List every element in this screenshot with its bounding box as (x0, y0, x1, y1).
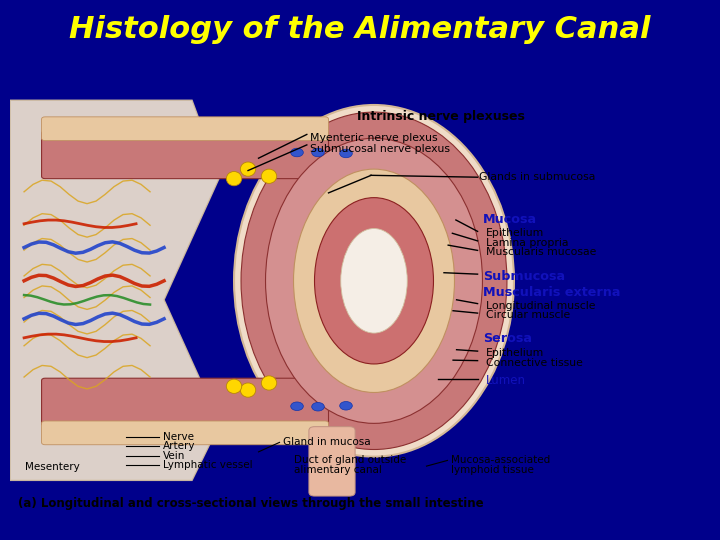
Text: Mucosa: Mucosa (483, 213, 537, 226)
Text: Nerve: Nerve (163, 431, 194, 442)
Circle shape (340, 402, 352, 410)
Text: Longitudinal muscle: Longitudinal muscle (486, 301, 595, 310)
Text: Duct of gland outside: Duct of gland outside (294, 455, 406, 465)
Ellipse shape (315, 198, 433, 364)
Ellipse shape (294, 169, 454, 393)
Text: Muscularis mucosae: Muscularis mucosae (486, 247, 596, 257)
Text: Epithelium: Epithelium (486, 228, 544, 238)
Circle shape (291, 148, 303, 157)
Ellipse shape (261, 169, 276, 184)
Text: Muscularis externa: Muscularis externa (483, 286, 621, 299)
Ellipse shape (226, 379, 242, 394)
Text: Submucosal nerve plexus: Submucosal nerve plexus (310, 144, 449, 154)
Text: Epithelium: Epithelium (486, 348, 544, 358)
Text: Mucosa-associated: Mucosa-associated (451, 455, 550, 465)
Text: Circular muscle: Circular muscle (486, 310, 570, 320)
Text: Glands in submucosa: Glands in submucosa (479, 172, 595, 182)
Text: Lumen: Lumen (486, 374, 526, 387)
Ellipse shape (241, 112, 507, 449)
Circle shape (291, 402, 303, 410)
Text: Myenteric nerve plexus: Myenteric nerve plexus (310, 133, 437, 143)
Text: Lamina propria: Lamina propria (486, 238, 569, 248)
Text: Lymphatic vessel: Lymphatic vessel (163, 460, 252, 470)
Text: alimentary canal: alimentary canal (294, 465, 382, 475)
Polygon shape (10, 100, 220, 481)
Text: lymphoid tissue: lymphoid tissue (451, 465, 534, 475)
Circle shape (312, 148, 324, 157)
FancyBboxPatch shape (42, 378, 328, 426)
Text: Submucosa: Submucosa (483, 269, 565, 282)
Text: Vein: Vein (163, 451, 185, 461)
FancyBboxPatch shape (42, 421, 328, 445)
Ellipse shape (266, 138, 482, 423)
FancyBboxPatch shape (42, 117, 328, 140)
Ellipse shape (240, 162, 256, 176)
Text: Serosa: Serosa (483, 332, 532, 345)
Ellipse shape (226, 172, 242, 186)
FancyBboxPatch shape (309, 427, 355, 496)
Text: Intrinsic nerve plexuses: Intrinsic nerve plexuses (356, 110, 524, 123)
Ellipse shape (341, 228, 408, 333)
Ellipse shape (240, 383, 256, 397)
FancyBboxPatch shape (42, 131, 328, 179)
Text: Connective tissue: Connective tissue (486, 357, 583, 368)
Text: Gland in mucosa: Gland in mucosa (283, 437, 371, 447)
Circle shape (340, 149, 352, 158)
Ellipse shape (234, 105, 514, 457)
Text: Histology of the Alimentary Canal: Histology of the Alimentary Canal (69, 15, 651, 44)
Text: Mesentery: Mesentery (25, 462, 80, 472)
Circle shape (312, 402, 324, 411)
Text: (a) Longitudinal and cross-sectional views through the small intestine: (a) Longitudinal and cross-sectional vie… (19, 497, 484, 510)
Ellipse shape (261, 376, 276, 390)
Text: Artery: Artery (163, 441, 195, 451)
